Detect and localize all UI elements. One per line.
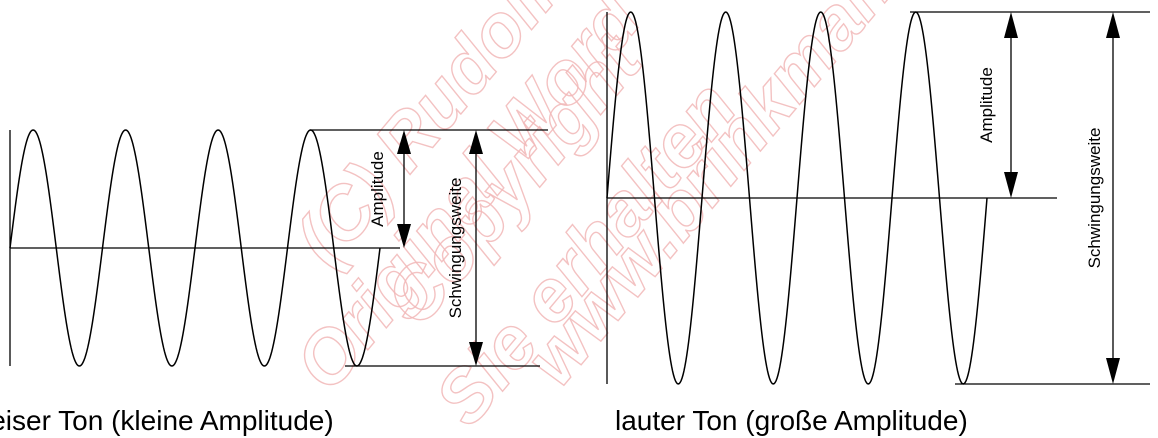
left-panel: Amplitude Schwingungsweite leiser Ton (k… — [0, 129, 548, 436]
left-peak-to-peak-arrow — [469, 130, 483, 366]
left-peak-to-peak-label: Schwingungsweite — [446, 178, 465, 319]
right-peak-to-peak-label: Schwingungsweite — [1085, 128, 1104, 269]
left-amplitude-arrow — [397, 130, 411, 248]
left-caption: leiser Ton (kleine Amplitude) — [0, 405, 334, 436]
right-amplitude-label: Amplitude — [977, 67, 996, 143]
right-amplitude-arrow — [1004, 12, 1018, 198]
left-sine-wave — [9, 129, 381, 367]
left-amplitude-label: Amplitude — [368, 151, 387, 227]
right-peak-to-peak-arrow — [1106, 12, 1120, 384]
right-sine-wave — [606, 11, 988, 385]
right-panel: Amplitude Schwingungsweite lauter Ton (g… — [606, 11, 1150, 436]
right-caption: lauter Ton (große Amplitude) — [615, 405, 968, 436]
